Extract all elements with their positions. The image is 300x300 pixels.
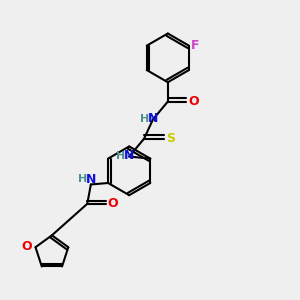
Text: O: O <box>21 240 32 253</box>
Text: N: N <box>148 112 158 125</box>
Text: H: H <box>140 114 149 124</box>
Text: N: N <box>86 172 96 186</box>
Text: O: O <box>188 95 199 108</box>
Text: H: H <box>116 151 125 161</box>
Text: H: H <box>78 174 87 184</box>
Text: N: N <box>124 149 134 162</box>
Text: O: O <box>108 197 118 210</box>
Text: F: F <box>191 39 200 52</box>
Text: S: S <box>166 132 175 145</box>
